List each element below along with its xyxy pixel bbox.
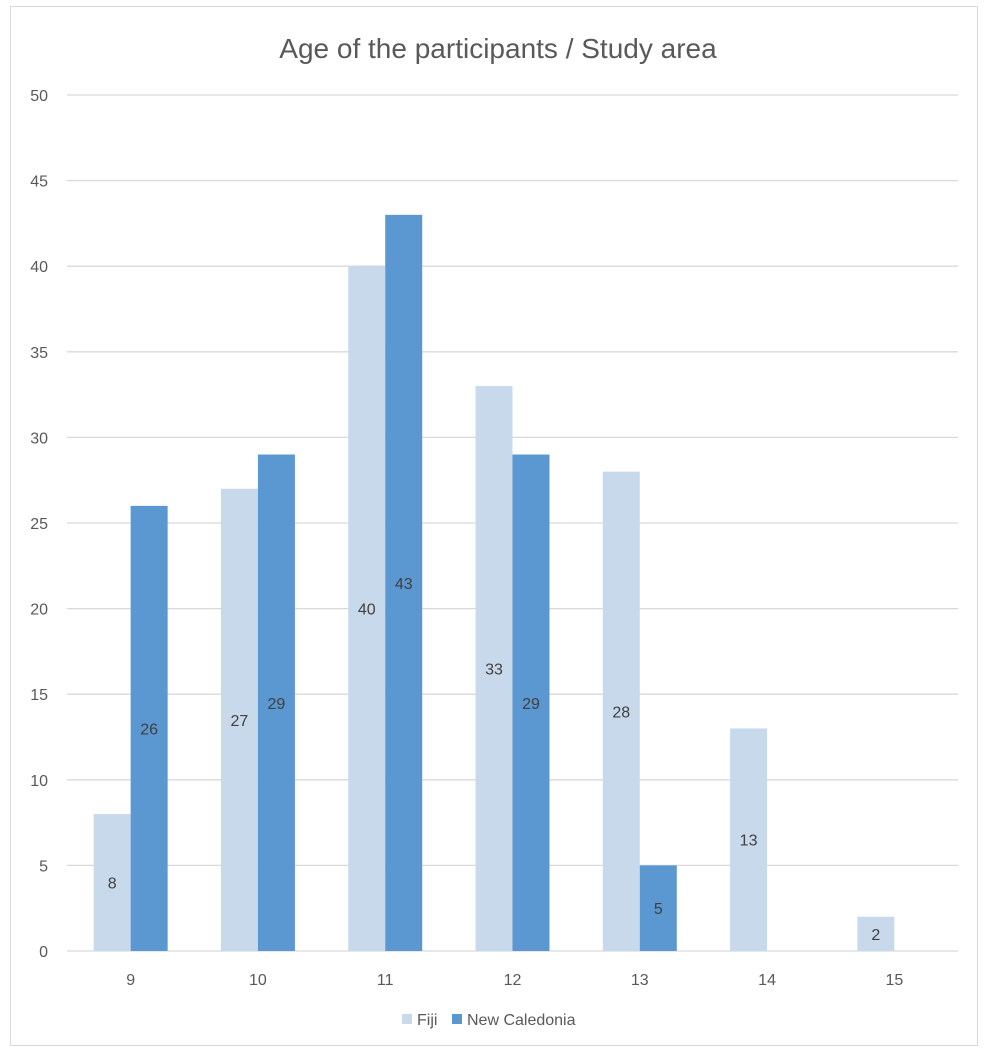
legend-swatch	[452, 1014, 462, 1024]
data-label: 43	[395, 576, 413, 593]
legend-label: New Caledonia	[467, 1012, 576, 1029]
bar-fiji	[730, 728, 768, 951]
legend-label: Fiji	[417, 1012, 437, 1029]
data-label: 29	[268, 696, 286, 713]
legend-swatch	[402, 1014, 412, 1024]
bar-fiji	[220, 488, 258, 951]
data-label: 27	[231, 713, 249, 730]
x-tick-label: 11	[377, 972, 394, 989]
y-tick-label: 35	[30, 345, 48, 362]
bar-fiji	[93, 814, 131, 951]
data-label: 2	[871, 927, 880, 944]
data-label: 29	[522, 696, 540, 713]
x-tick-label: 10	[249, 972, 267, 989]
gridlines	[67, 94, 958, 952]
data-label: 40	[358, 602, 376, 619]
bar-new-caledonia	[130, 505, 168, 951]
y-tick-label: 50	[30, 88, 48, 105]
data-label: 26	[140, 721, 158, 738]
x-tick-label: 9	[126, 972, 135, 989]
chart-title: Age of the participants / Study area	[279, 33, 717, 64]
y-tick-label: 5	[39, 858, 48, 875]
y-tick-label: 40	[30, 259, 48, 276]
y-tick-label: 30	[30, 430, 48, 447]
y-tick-label: 10	[30, 773, 48, 790]
bar-new-caledonia	[639, 865, 677, 951]
x-axis-ticks: 9 10 11 12 13 14 15	[126, 972, 903, 989]
legend: Fiji New Caledonia	[402, 1012, 576, 1029]
x-tick-label: 14	[758, 972, 776, 989]
bar-fiji	[475, 386, 513, 951]
y-tick-label: 45	[30, 174, 48, 191]
y-axis-ticks: 0 5 10 15 20 25 30 35 40 45 50	[30, 88, 48, 961]
data-label: 28	[612, 704, 630, 721]
data-label: 13	[740, 833, 758, 850]
y-tick-label: 0	[39, 944, 48, 961]
data-label: 5	[654, 901, 663, 918]
y-tick-label: 25	[30, 516, 48, 533]
y-tick-label: 20	[30, 602, 48, 619]
bar-fiji	[857, 916, 895, 951]
data-label: 8	[108, 876, 117, 893]
bar-new-caledonia	[257, 454, 295, 951]
bar-new-caledonia	[385, 214, 423, 952]
bar-new-caledonia	[512, 454, 550, 951]
x-tick-label: 13	[631, 972, 649, 989]
y-tick-label: 15	[30, 687, 48, 704]
data-label: 33	[485, 662, 503, 679]
data-labels: 8 26 27 29 40 43 33 29 28 5 13 2	[108, 576, 881, 944]
bar-fiji	[348, 266, 386, 951]
x-tick-label: 15	[885, 972, 903, 989]
bars	[93, 214, 895, 952]
x-tick-label: 12	[504, 972, 522, 989]
bar-fiji	[602, 471, 640, 951]
